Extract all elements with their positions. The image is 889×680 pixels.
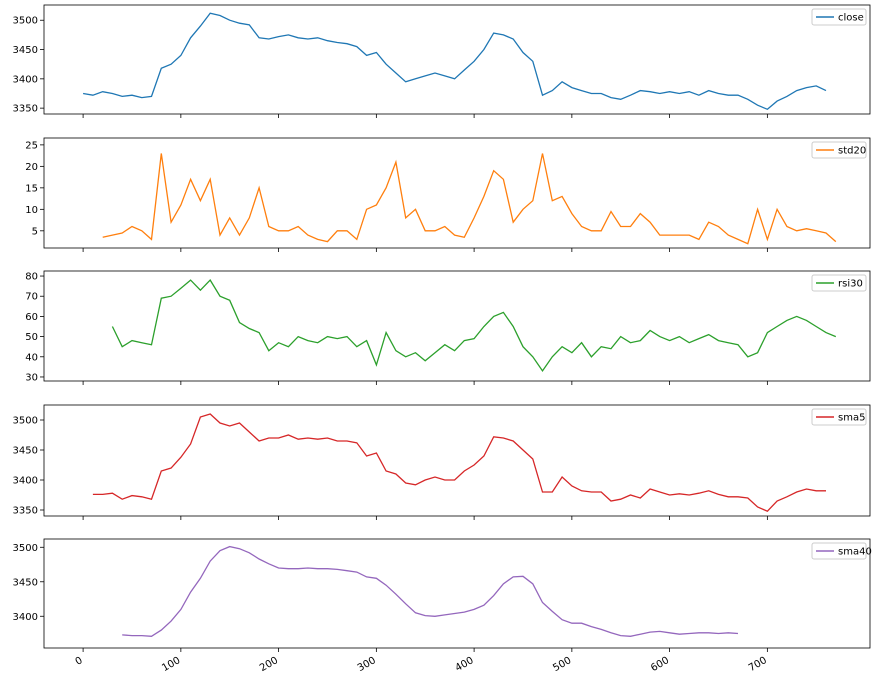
x-tick-label: 200 [258, 655, 280, 674]
axes-frame [43, 270, 871, 382]
x-tick-label: 0 [74, 655, 85, 668]
y-tick-label: 15 [25, 183, 38, 194]
x-tick-label: 600 [649, 655, 671, 674]
y-tick-label: 80 [25, 272, 38, 283]
legend-box [811, 274, 867, 292]
y-tick-label: 40 [25, 352, 38, 363]
y-tick-label: 3500 [13, 416, 38, 427]
y-tick-label: 3450 [13, 577, 38, 588]
y-tick-label: 3450 [13, 446, 38, 457]
axes-frame [43, 538, 871, 649]
y-tick-label: 3400 [13, 612, 38, 623]
legend-label: sma40 [838, 547, 872, 558]
legend-box [811, 542, 867, 560]
y-tick-label: 3400 [13, 74, 38, 85]
y-tick-label: 25 [25, 140, 38, 151]
legend-box [811, 408, 867, 426]
y-tick-label: 20 [25, 162, 38, 173]
y-tick-label: 70 [25, 292, 38, 303]
series-line [122, 545, 739, 637]
y-tick-label: 3400 [13, 476, 38, 487]
legend-label: sma5 [838, 413, 865, 424]
y-tick-label: 50 [25, 332, 38, 343]
axes-frame [43, 404, 871, 517]
series-line [102, 153, 837, 245]
y-tick-label: 60 [25, 312, 38, 323]
x-tick-label: 300 [356, 655, 378, 674]
subplot: 30 40 50 60 70 80 rsi30 [25, 270, 871, 385]
series-line [82, 12, 827, 111]
subplot: 5 10 15 20 25 std20 [25, 137, 871, 252]
series-line [92, 413, 826, 512]
y-tick-label: 3500 [13, 543, 38, 554]
y-tick-label: 10 [25, 205, 38, 216]
y-tick-label: 3350 [13, 506, 38, 517]
legend-box [811, 8, 867, 26]
axes-frame [43, 4, 871, 115]
subplot: 3400 3450 3500 0 100 200 300 400 500 600 700 sma40 [13, 538, 872, 674]
x-tick-label: 400 [454, 655, 476, 674]
series-line [111, 279, 837, 373]
legend-label: close [838, 13, 864, 24]
x-tick-label: 500 [551, 655, 573, 674]
subplot: 3350 3400 3450 3500 close [13, 4, 871, 118]
y-tick-label: 30 [25, 372, 38, 383]
legend-label: std20 [838, 146, 866, 157]
x-tick-label: 700 [747, 655, 769, 674]
x-tick-label: 100 [160, 655, 182, 674]
legend-box [811, 141, 867, 159]
axes-frame [43, 137, 871, 249]
subplot: 3350 3400 3450 3500 sma5 [13, 404, 871, 520]
y-tick-label: 5 [32, 226, 38, 237]
y-tick-label: 3450 [13, 45, 38, 56]
y-tick-label: 3500 [13, 16, 38, 27]
y-tick-label: 3350 [13, 104, 38, 115]
legend-label: rsi30 [838, 279, 863, 290]
